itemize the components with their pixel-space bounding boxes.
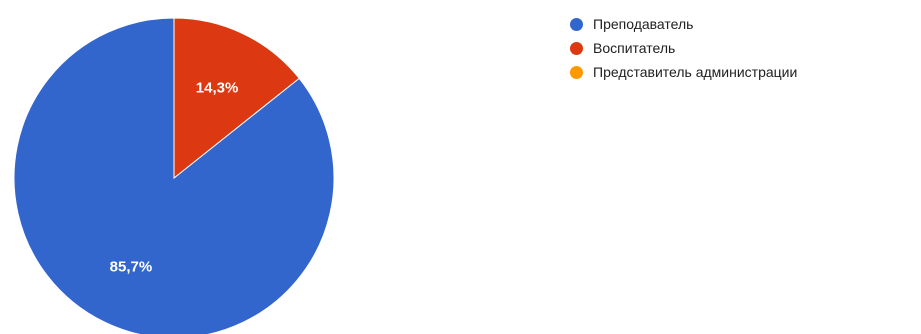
legend-item-teacher[interactable]: Преподаватель: [570, 14, 797, 34]
legend-label-teacher: Преподаватель: [593, 16, 694, 32]
legend-item-educator[interactable]: Воспитатель: [570, 38, 797, 58]
chart-legend: Преподаватель Воспитатель Представитель …: [570, 14, 797, 86]
legend-swatch-educator: [570, 41, 583, 55]
legend-swatch-administration: [570, 65, 583, 79]
legend-label-educator: Воспитатель: [593, 40, 676, 56]
legend-label-administration: Представитель администрации: [593, 64, 798, 80]
pie-chart-svg: 85,7% 14,3%: [13, 17, 335, 334]
pie-slice-educator[interactable]: [173, 17, 300, 180]
legend-swatch-teacher: [570, 17, 583, 31]
pie-slice-label-teacher: 85,7%: [110, 258, 153, 275]
pie-slice-label-educator: 14,3%: [196, 80, 239, 97]
legend-item-administration[interactable]: Представитель администрации: [570, 62, 797, 82]
